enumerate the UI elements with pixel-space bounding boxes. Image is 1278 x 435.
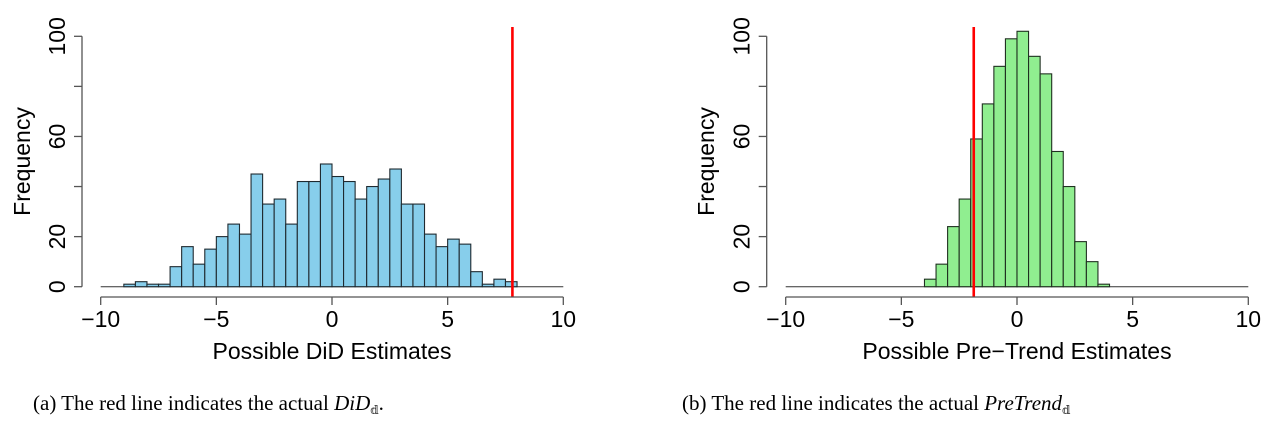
caption-a: (a) The red line indicates the actual Di… [33, 391, 384, 417]
x-tick-label: −10 [81, 306, 120, 332]
histogram-bar [331, 175, 345, 288]
x-tick-label: 5 [1126, 306, 1139, 332]
histogram-bar [993, 65, 1006, 288]
histogram-panel-a: 0 20 60 100 −10 −5 0 5 10 Possible DiD Estimate… [9, 17, 576, 364]
histogram-bar [470, 271, 483, 288]
x-tick-label: 0 [1011, 306, 1024, 332]
histogram-bar [204, 248, 217, 288]
caption-a-subscript: 𝕕 [370, 403, 379, 417]
histogram-bar [400, 203, 414, 288]
histogram-bar [285, 223, 298, 288]
histogram-bar [366, 185, 379, 288]
y-tick-label: 20 [44, 224, 70, 250]
histogram-bar [958, 198, 972, 288]
x-tick-label: 5 [441, 306, 454, 332]
histogram-bar [354, 198, 368, 288]
histogram-bar [1039, 73, 1053, 288]
histogram-bar [181, 246, 194, 288]
histogram-bar [169, 266, 183, 288]
histogram-bar [250, 173, 264, 288]
x-tick-label: 10 [551, 306, 577, 332]
histogram-bar [435, 246, 449, 288]
caption-b-text: (b) The red line indicates the actual [682, 391, 985, 415]
x-axis: −10 −5 0 5 10 [81, 296, 577, 332]
caption-a-math: DiD [334, 391, 371, 415]
y-tick-label: 100 [729, 17, 755, 55]
histogram-bar [981, 103, 995, 288]
y-axis-title: Frequency [9, 107, 35, 216]
x-tick-label: 10 [1236, 306, 1262, 332]
histogram-bar [134, 281, 148, 288]
y-tick-label: 60 [729, 124, 755, 150]
histogram-bar [458, 243, 472, 288]
histogram-bar [447, 238, 460, 288]
caption-b: (b) The red line indicates the actual Pr… [682, 391, 1070, 417]
histogram-bar [412, 203, 426, 288]
histogram-bar [227, 223, 241, 288]
histogram-bar [262, 203, 275, 288]
histogram-bar [319, 163, 333, 288]
histogram-bar [308, 180, 321, 288]
histogram-bar [273, 198, 287, 288]
y-tick-label: 20 [729, 224, 755, 250]
histogram-bar [215, 236, 229, 288]
x-tick-label: −5 [203, 306, 229, 332]
histogram-bar [389, 168, 402, 288]
histogram-bar [1074, 241, 1087, 288]
x-axis-title: Possible DiD Estimates [212, 338, 451, 364]
caption-b-math: PreTrend [984, 391, 1063, 415]
histogram-bar [1028, 55, 1041, 288]
histogram-bar [1062, 185, 1076, 288]
histogram-panel-b: 0 20 60 100 −10 −5 0 5 10 Possible Pre−Trend Es… [693, 17, 1261, 364]
histogram-bar [296, 180, 310, 288]
y-tick-label: 60 [44, 124, 70, 150]
y-axis-title: Frequency [693, 107, 719, 216]
histogram-bar [377, 178, 391, 288]
histogram-bar [947, 226, 960, 288]
histogram-bar [481, 283, 495, 288]
y-tick-label: 100 [44, 17, 70, 55]
x-tick-label: −10 [766, 306, 805, 332]
histogram-bar [1004, 38, 1018, 288]
histogram-bar [238, 233, 252, 288]
histogram-bar [1016, 30, 1030, 288]
histogram-bar [423, 233, 437, 288]
histogram-bar [146, 283, 160, 288]
y-tick-label: 0 [729, 280, 755, 293]
caption-a-suffix: . [378, 391, 384, 415]
histogram-bar [935, 263, 949, 288]
x-tick-label: 0 [326, 306, 339, 332]
histogram-bar [192, 263, 206, 288]
histogram-bar [123, 283, 136, 288]
histogram-bar [923, 278, 937, 288]
caption-a-text: (a) The red line indicates the actual [33, 391, 335, 415]
x-axis-title: Possible Pre−Trend Estimates [862, 338, 1171, 364]
y-axis: 0 20 60 100 [44, 17, 83, 293]
caption-b-subscript: 𝕕 [1062, 403, 1071, 417]
histogram-bar [157, 283, 171, 288]
histogram-bar [343, 180, 356, 288]
x-tick-label: −5 [888, 306, 914, 332]
y-tick-label: 0 [44, 280, 70, 293]
histogram-bar [1051, 150, 1064, 288]
histogram-bar [1097, 283, 1111, 288]
x-axis: −10 −5 0 5 10 [766, 296, 1262, 332]
histogram-bar [1085, 261, 1099, 288]
y-axis: 0 20 60 100 [729, 17, 768, 293]
histogram-bar [493, 278, 507, 288]
